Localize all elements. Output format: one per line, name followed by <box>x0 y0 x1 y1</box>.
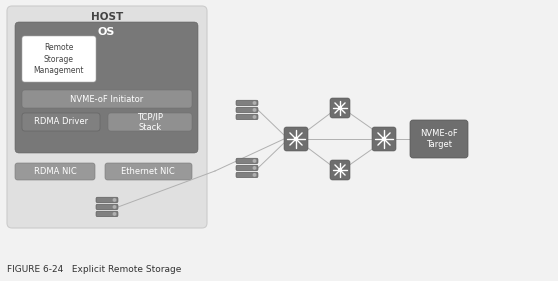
Circle shape <box>295 137 297 140</box>
FancyBboxPatch shape <box>236 172 258 178</box>
Circle shape <box>253 174 256 176</box>
Circle shape <box>253 102 256 104</box>
Circle shape <box>339 169 341 171</box>
FancyBboxPatch shape <box>96 204 118 210</box>
FancyBboxPatch shape <box>96 197 118 203</box>
FancyBboxPatch shape <box>15 22 198 153</box>
FancyBboxPatch shape <box>7 6 207 228</box>
FancyBboxPatch shape <box>105 163 192 180</box>
Text: RDMA NIC: RDMA NIC <box>33 167 76 176</box>
FancyBboxPatch shape <box>22 36 96 82</box>
Text: Ethernet NIC: Ethernet NIC <box>121 167 175 176</box>
FancyBboxPatch shape <box>330 98 350 118</box>
FancyBboxPatch shape <box>108 113 192 131</box>
Circle shape <box>113 213 116 215</box>
Text: OS: OS <box>98 27 115 37</box>
FancyBboxPatch shape <box>236 165 258 171</box>
Circle shape <box>113 206 116 208</box>
FancyBboxPatch shape <box>372 127 396 151</box>
FancyBboxPatch shape <box>22 113 100 131</box>
FancyBboxPatch shape <box>96 211 118 217</box>
FancyBboxPatch shape <box>284 127 308 151</box>
Circle shape <box>253 116 256 118</box>
Text: NVME-oF
Target: NVME-oF Target <box>420 129 458 149</box>
Circle shape <box>382 137 386 140</box>
Circle shape <box>253 167 256 169</box>
Circle shape <box>253 160 256 162</box>
Text: HOST: HOST <box>91 12 123 22</box>
Text: RDMA Driver: RDMA Driver <box>34 117 88 126</box>
Circle shape <box>113 199 116 201</box>
FancyBboxPatch shape <box>15 163 95 180</box>
FancyBboxPatch shape <box>22 90 192 108</box>
Text: NVME-oF Initiator: NVME-oF Initiator <box>70 94 143 103</box>
Text: TCP/IP
Stack: TCP/IP Stack <box>137 112 163 132</box>
FancyBboxPatch shape <box>236 114 258 120</box>
FancyBboxPatch shape <box>410 120 468 158</box>
Text: FIGURE 6-24   Explicit Remote Storage: FIGURE 6-24 Explicit Remote Storage <box>7 266 181 275</box>
Text: Remote
Storage
Management: Remote Storage Management <box>33 43 84 74</box>
Circle shape <box>339 107 341 109</box>
FancyBboxPatch shape <box>236 158 258 164</box>
Circle shape <box>253 109 256 111</box>
FancyBboxPatch shape <box>236 100 258 106</box>
FancyBboxPatch shape <box>330 160 350 180</box>
FancyBboxPatch shape <box>236 107 258 113</box>
